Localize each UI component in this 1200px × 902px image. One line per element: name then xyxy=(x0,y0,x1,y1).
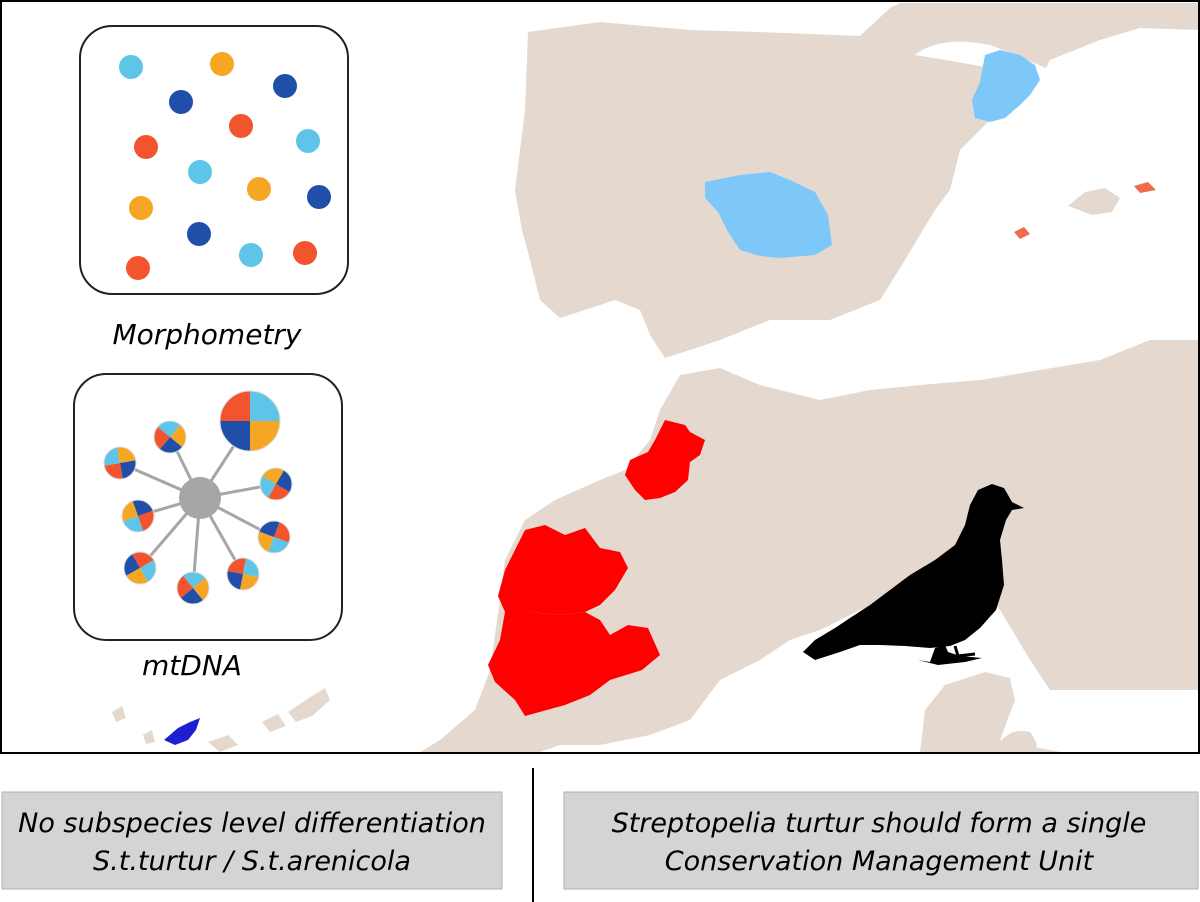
pie-slice xyxy=(170,424,187,448)
conclusion-right-line2: Conservation Management Unit xyxy=(665,846,1095,877)
pie-slice xyxy=(193,577,209,601)
land-canary-5 xyxy=(288,688,330,722)
map-frame xyxy=(0,0,1200,754)
land-canary-2 xyxy=(143,730,155,744)
pie-slice xyxy=(153,426,170,450)
haplotype-pie xyxy=(153,420,187,454)
pie-slice xyxy=(104,447,120,466)
pie-slice xyxy=(104,463,123,479)
pie-slice xyxy=(117,447,136,463)
land-canary-tenerife xyxy=(164,718,200,745)
dot xyxy=(134,135,158,159)
dot xyxy=(169,90,193,114)
land-mallorca xyxy=(1068,188,1120,215)
pie-slice xyxy=(176,575,193,599)
conclusion-right: Streptopelia turtur should form a single… xyxy=(563,791,1199,890)
haplotype-pie xyxy=(259,467,293,501)
dot xyxy=(188,160,212,184)
haplotype-network xyxy=(103,390,293,605)
morphometry-dots xyxy=(119,52,331,280)
pie-slice xyxy=(120,460,136,479)
sampled-region-central-spain xyxy=(705,172,832,258)
dot xyxy=(247,177,271,201)
dot xyxy=(239,243,263,267)
conclusion-left: No subspecies level differentiation S.t.… xyxy=(1,791,503,890)
dot xyxy=(293,241,317,265)
sampled-region-central-morocco xyxy=(498,525,628,615)
mtdna-label: mtDNA xyxy=(142,649,242,682)
land-canary-3 xyxy=(208,735,238,752)
mtdna-panel: mtDNA xyxy=(73,373,343,682)
pie-slice xyxy=(250,391,280,421)
dot xyxy=(210,52,234,76)
pie-slice xyxy=(220,421,250,451)
pie-slice xyxy=(259,475,276,498)
pie-slice xyxy=(124,554,140,576)
haplotype-pie xyxy=(257,520,291,554)
pie-slice xyxy=(227,558,246,574)
map xyxy=(112,3,1200,752)
sampled-region-south-morocco xyxy=(488,612,660,716)
pie-slice xyxy=(182,571,206,588)
pie-slice xyxy=(240,574,259,590)
turtle-dove-silhouette-icon xyxy=(803,484,1024,665)
land-islet xyxy=(1002,731,1037,752)
morphometry-label: Morphometry xyxy=(112,318,301,351)
dot xyxy=(296,129,320,153)
land-iberia xyxy=(515,3,1200,358)
network-hub xyxy=(179,477,221,519)
pie-slice xyxy=(262,468,285,484)
haplotype-pie xyxy=(219,390,281,452)
land-sahara xyxy=(920,672,1060,752)
dot xyxy=(129,196,153,220)
pie-slice xyxy=(140,560,156,582)
pie-slice xyxy=(180,588,204,604)
conclusion-left-line2: S.t.turtur / S.t.arenicola xyxy=(93,846,411,877)
pie-slice xyxy=(132,552,154,568)
land-ibiza xyxy=(1014,227,1030,239)
dot xyxy=(187,222,211,246)
conclusion-left-box xyxy=(1,791,503,890)
morphometry-panel: Morphometry xyxy=(79,25,349,351)
haplotype-pie xyxy=(123,551,157,585)
dot xyxy=(229,114,253,138)
pie-slice xyxy=(157,421,181,437)
pie-slice xyxy=(227,571,243,590)
conclusion-left-line1: No subspecies level differentiation xyxy=(18,808,486,839)
land-canary-4 xyxy=(262,714,286,732)
pie-slice xyxy=(243,558,259,577)
pie-slice xyxy=(159,437,183,454)
pie-slice xyxy=(126,568,148,584)
conclusion-right-line1: Streptopelia turtur should form a single xyxy=(612,808,1147,839)
conclusion-right-box xyxy=(563,791,1199,890)
dot xyxy=(307,185,331,209)
pie-slice xyxy=(250,421,280,451)
haplotype-pie xyxy=(121,499,155,533)
dot xyxy=(273,74,297,98)
pie-slice xyxy=(276,470,292,493)
dot xyxy=(126,256,150,280)
sampled-region-catalonia xyxy=(972,50,1040,122)
pie-slice xyxy=(220,391,250,421)
pie-slice xyxy=(267,484,290,500)
land-menorca xyxy=(1134,182,1156,193)
dot xyxy=(119,55,143,79)
sampled-region-north-morocco xyxy=(625,420,705,500)
land-canary-1 xyxy=(112,706,126,722)
haplotype-pie xyxy=(176,571,210,605)
haplotype-pie xyxy=(103,446,137,480)
haplotype-pie xyxy=(226,557,260,591)
